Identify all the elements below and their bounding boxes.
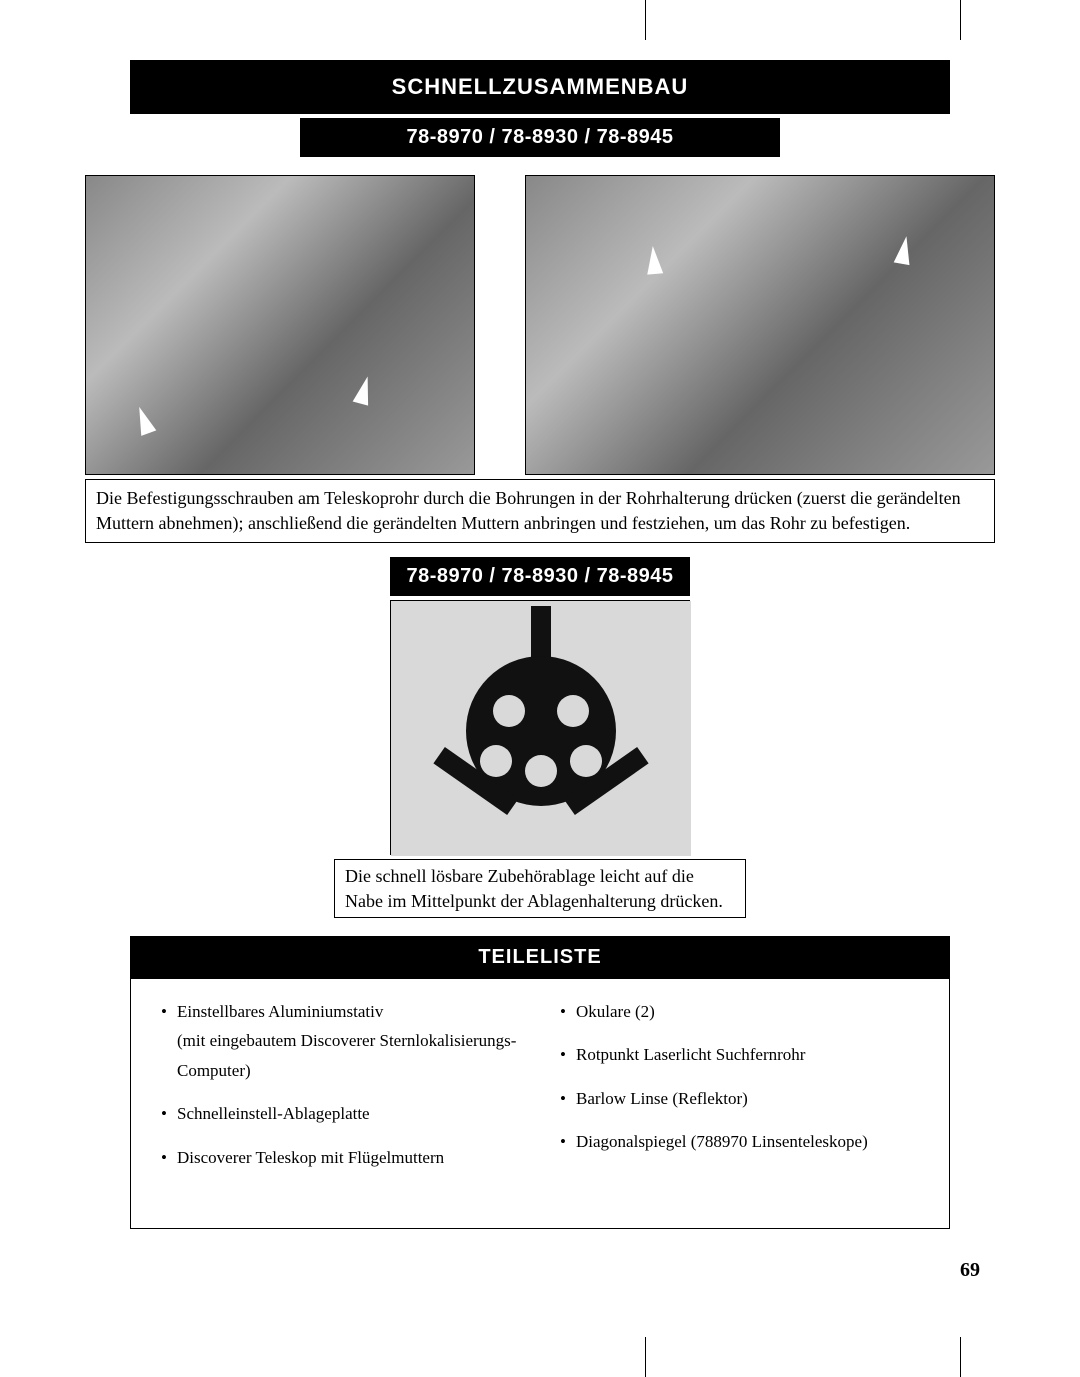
- part-subtext: (mit eingebautem Discoverer Sternlokalis…: [177, 1028, 520, 1054]
- tray-photo: [390, 600, 690, 855]
- assembly-photo-left: [85, 175, 475, 475]
- section-title: SCHNELLZUSAMMENBAU: [130, 60, 950, 114]
- part-item: Okulare (2): [560, 999, 919, 1025]
- figure1-caption: Die Befestigungsschrauben am Teleskoproh…: [85, 479, 995, 543]
- tray-icon: [391, 601, 691, 856]
- part-text: Einstellbares Aluminiumstativ: [177, 1002, 383, 1021]
- assembly-photo-right: [525, 175, 995, 475]
- parts-col-right: Okulare (2) Rotpunkt Laserlicht Suchfern…: [540, 999, 939, 1189]
- parts-col-left: Einstellbares Aluminiumstativ (mit einge…: [141, 999, 540, 1189]
- part-text: Barlow Linse (Reflektor): [576, 1089, 748, 1108]
- part-item: Discoverer Teleskop mit Flügelmuttern: [161, 1145, 520, 1171]
- part-item: Barlow Linse (Reflektor): [560, 1086, 919, 1112]
- figure2-caption: Die schnell lösbare Zubehörablage leicht…: [334, 859, 746, 918]
- parts-list-title: TEILELISTE: [130, 936, 950, 979]
- part-item: Schnelleinstell-Ablageplatte: [161, 1101, 520, 1127]
- part-item: Rotpunkt Laserlicht Suchfernrohr: [560, 1042, 919, 1068]
- part-item: Einstellbares Aluminiumstativ (mit einge…: [161, 999, 520, 1084]
- part-subtext: Computer): [177, 1058, 520, 1084]
- model-numbers-banner-2: 78-8970 / 78-8930 / 78-8945: [390, 557, 690, 596]
- parts-list-box: Einstellbares Aluminiumstativ (mit einge…: [130, 979, 950, 1230]
- part-text: Schnelleinstell-Ablageplatte: [177, 1104, 370, 1123]
- figure2-caption-line1: Die schnell lösbare Zubehörablage leicht…: [345, 866, 694, 886]
- part-text: Discoverer Teleskop mit Flügelmuttern: [177, 1148, 444, 1167]
- part-text: Okulare (2): [576, 1002, 655, 1021]
- part-text: Diagonalspiegel (788970 Linsenteleskope): [576, 1132, 868, 1151]
- figure2-caption-line2: Nabe im Mittelpunkt der Ablagenhalterung…: [345, 891, 723, 911]
- model-numbers-banner-1: 78-8970 / 78-8930 / 78-8945: [300, 118, 780, 157]
- part-text: Rotpunkt Laserlicht Suchfernrohr: [576, 1045, 805, 1064]
- figure-row-1: [85, 175, 995, 475]
- part-item: Diagonalspiegel (788970 Linsenteleskope): [560, 1129, 919, 1155]
- page-number: 69: [960, 1259, 980, 1282]
